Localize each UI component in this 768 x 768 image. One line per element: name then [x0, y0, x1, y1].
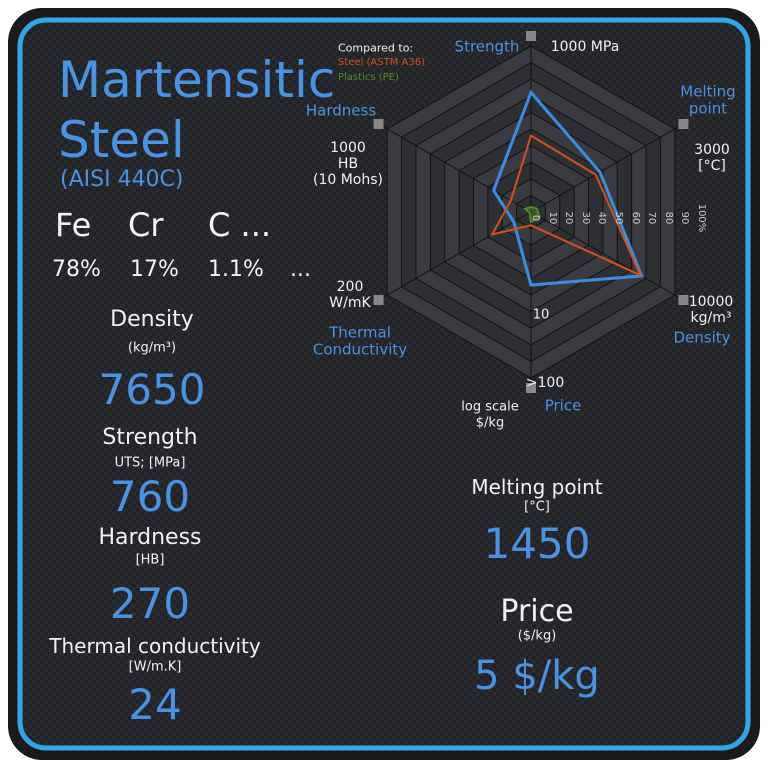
spoke [530, 123, 684, 213]
axis-scale: 1000 [330, 140, 366, 156]
spoke [530, 211, 684, 301]
property-unit: [°C] [524, 499, 550, 515]
axis-marker [373, 295, 384, 305]
property-value: 270 [109, 579, 191, 628]
property-value: 24 [128, 680, 182, 729]
property-unit: UTS; [MPa] [114, 455, 186, 471]
axis-marker [678, 295, 689, 305]
axis-scale: (10 Mohs) [313, 172, 383, 188]
radar-series [523, 205, 541, 224]
property-unit: [HB] [135, 552, 165, 568]
property-value: 7650 [98, 365, 206, 414]
ring-label: 100% [696, 203, 707, 233]
price-scale-note: log scale [461, 399, 519, 415]
axis-marker [373, 119, 384, 129]
ring-label: 10 [546, 211, 558, 225]
property-label: Hardness [98, 525, 202, 550]
property-value: 5 $/kg [474, 653, 600, 699]
axis-name: Thermal [329, 323, 391, 342]
legend-entry: Plastics (PE) [338, 72, 399, 83]
axis-scale: W/mK [329, 295, 371, 311]
element-fraction: 78% [52, 257, 101, 282]
property-label: Price [500, 594, 574, 629]
property-unit: [W/m.K] [128, 659, 182, 675]
axis-marker [526, 31, 536, 41]
ring-label: 50 [613, 211, 624, 225]
ring-label: 40 [596, 211, 608, 225]
axis-scale: 10000 [688, 294, 734, 310]
title: Martensitic [58, 51, 336, 109]
element-fraction: 17% [130, 257, 179, 282]
element-symbol: Cr [128, 206, 164, 244]
property-unit: ($/kg) [517, 628, 557, 644]
property-value: 760 [109, 472, 191, 521]
radar-series [490, 134, 643, 278]
axis-scale: 1000 MPa [550, 39, 620, 55]
property-label: Thermal conductivity [49, 634, 261, 658]
axis-name: Density [673, 328, 731, 347]
ring-label: 80 [662, 211, 674, 225]
axis-marker [678, 119, 689, 129]
axis-name: Strength [454, 37, 520, 56]
property-unit: (kg/m³) [127, 340, 177, 356]
axis-scale: kg/m³ [690, 310, 732, 326]
ring-label: 30 [579, 211, 591, 225]
title: Steel [58, 111, 185, 169]
spoke [378, 211, 532, 301]
price-scale-note: $/kg [475, 415, 505, 431]
designation: (AISI 440C) [60, 167, 184, 192]
legend-entry: Steel (ASTM A36) [338, 57, 426, 68]
element-fraction: ... [290, 257, 311, 282]
axis-scale: 200 [336, 279, 364, 295]
property-label: Density [110, 307, 194, 332]
axis-scale-mid: 10 [532, 307, 550, 323]
property-label: Strength [102, 425, 198, 450]
ring-label: 90 [679, 211, 691, 225]
radar-series [491, 89, 644, 287]
axis-scale: 3000 [694, 142, 730, 158]
axis-name: Melting [680, 82, 736, 101]
element-symbol: Fe [55, 206, 92, 244]
element-symbol: C ... [208, 206, 272, 244]
ring-label: 70 [646, 211, 658, 225]
axis-name: Conductivity [312, 340, 408, 359]
spoke [378, 123, 532, 213]
axis-scale: [°C] [698, 158, 726, 174]
axis-scale: >100 [525, 375, 565, 391]
element-fraction: 1.1% [208, 257, 264, 282]
ring-label: 20 [563, 211, 575, 225]
legend-title: Compared to: [338, 41, 414, 55]
property-value: 1450 [483, 519, 591, 568]
axis-name: Hardness [305, 101, 377, 120]
axis-marker [526, 383, 536, 393]
ring-label: 60 [629, 211, 641, 225]
axis-name: point [688, 99, 728, 118]
axis-scale: HB [337, 156, 359, 172]
property-label: Melting point [471, 475, 603, 499]
ring-label: 0 [530, 214, 541, 222]
axis-name: Price [544, 396, 582, 415]
